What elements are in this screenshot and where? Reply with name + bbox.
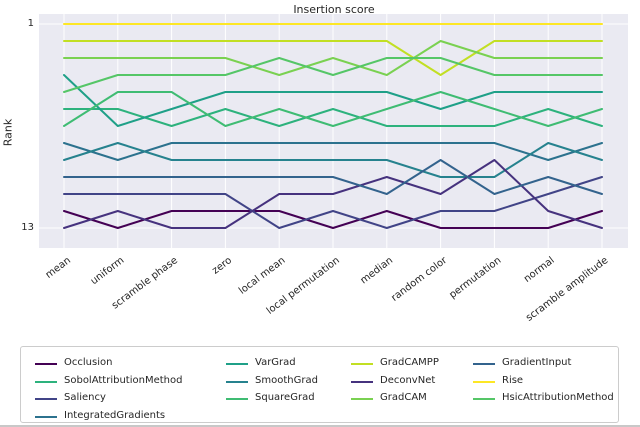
legend-swatch-SquareGrad xyxy=(226,398,248,400)
series-line-Saliency xyxy=(63,176,603,229)
series-line-Occlusion xyxy=(63,210,603,229)
x-tick-label-uniform: uniform xyxy=(88,255,127,288)
legend-label: SobolAttributionMethod xyxy=(64,374,183,386)
legend-label: SmoothGrad xyxy=(255,374,318,386)
legend-label: Rise xyxy=(502,374,524,386)
x-tick-label-mean: mean xyxy=(43,255,73,281)
legend: Occlusion SobolAttributionMethod Saliency I… xyxy=(20,346,619,423)
x-tick-label-zero: zero xyxy=(210,255,235,277)
series-line-VarGrad xyxy=(63,74,603,127)
legend-label: HsicAttributionMethod xyxy=(502,392,614,403)
x-tick-label-permutation: permutation xyxy=(447,255,504,301)
x-tick-label-median: median xyxy=(358,255,396,287)
chart-title: Insertion score xyxy=(293,3,375,16)
y-tick-bottom: 13 xyxy=(21,222,34,233)
x-tick-label-normal: normal xyxy=(522,255,557,285)
legend-swatch-SobolAttributionMethod xyxy=(35,380,57,383)
legend-label: Occlusion xyxy=(64,357,113,368)
legend-label: GradientInput xyxy=(502,357,572,368)
series-line-SmoothGrad xyxy=(63,142,603,178)
legend-swatch-HsicAttributionMethod xyxy=(473,398,495,400)
legend-swatch-Saliency xyxy=(35,398,57,400)
series-line-IntegratedGradients xyxy=(63,142,603,161)
x-tick-label-local-mean: local mean xyxy=(237,255,288,297)
legend-swatch-Rise xyxy=(473,380,495,383)
series-line-GradCAM xyxy=(63,40,603,76)
legend-swatch-Occlusion xyxy=(35,363,57,365)
legend-swatch-SmoothGrad xyxy=(226,380,248,383)
x-tick-label-random-color: random color xyxy=(389,255,450,304)
series-line-GradientInput xyxy=(63,159,603,195)
legend-label: GradCAMPP xyxy=(380,357,439,368)
legend-swatch-GradientInput xyxy=(473,363,495,365)
series-line-GradCAMPP xyxy=(63,40,603,76)
legend-label: Saliency xyxy=(64,392,106,403)
series-line-SquareGrad xyxy=(63,91,603,127)
legend-swatch-DeconvNet xyxy=(351,380,373,383)
legend-swatch-IntegratedGradients xyxy=(35,415,57,418)
series-line-DeconvNet xyxy=(63,159,603,229)
legend-label: DeconvNet xyxy=(380,374,436,386)
window-edge-strip xyxy=(0,425,640,427)
legend-label: VarGrad xyxy=(255,357,296,368)
legend-label: SquareGrad xyxy=(255,392,315,403)
plot-area xyxy=(39,14,628,248)
series-line-SobolAttributionMethod xyxy=(63,108,603,127)
legend-swatch-GradCAM xyxy=(351,398,373,400)
legend-label: IntegratedGradients xyxy=(64,409,166,421)
legend-label: GradCAM xyxy=(380,392,427,403)
y-tick-top: 1 xyxy=(27,18,34,29)
series-line-HsicAttributionMethod xyxy=(63,57,603,93)
legend-swatch-GradCAMPP xyxy=(351,363,373,365)
x-axis-tick-labels: mean uniform scramble phase zero local mean l… xyxy=(43,255,610,324)
legend-swatch-VarGrad xyxy=(226,363,248,365)
